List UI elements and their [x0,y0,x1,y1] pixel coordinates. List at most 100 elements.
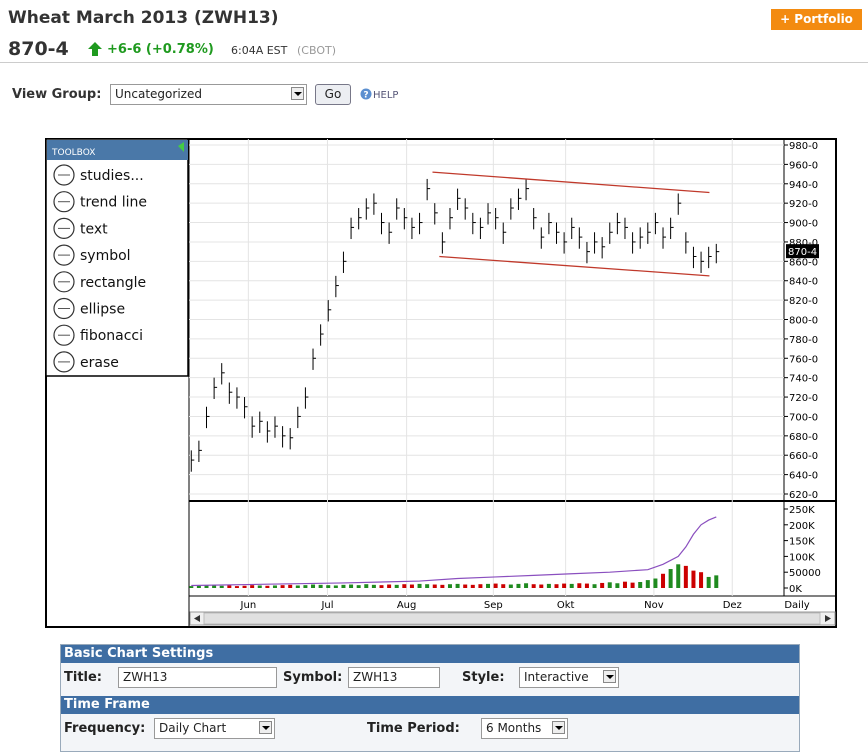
help-link[interactable]: HELP [373,90,399,101]
help-icon[interactable]: ? [360,88,372,100]
volume-bar [341,584,346,588]
volume-bar [447,584,452,588]
tool-item: ellipse [80,302,125,318]
x-tick-label: Nov [644,600,664,611]
tool-item: erase [80,355,119,371]
volume-bar [714,575,719,588]
x-tick-label: Jul [320,600,333,611]
volume-bar [364,584,369,588]
field-label: Title: [64,670,103,685]
y-tick-label: 760-0 [789,354,818,365]
last-price-label: 870-4 [788,247,817,258]
volume-bar [622,581,627,588]
volume-bar [493,583,498,588]
section-header: Basic Chart Settings [61,645,799,663]
volume-bar [394,584,399,588]
last-price-box [786,244,819,259]
volume-bar [463,584,468,588]
collapse-icon [178,142,184,152]
symbol-input[interactable]: ZWH13 [348,667,440,688]
volume-bar [524,583,529,588]
volume-bar [630,582,635,588]
volume-bar [592,584,597,588]
volume-bar [356,585,361,588]
volume-bar [409,584,414,588]
volume-bar [508,584,513,588]
volume-bar [501,584,506,588]
y-tick-label: 920-0 [789,199,818,210]
volume-bar [638,581,643,588]
up-arrow [88,42,102,56]
trend-line [439,255,710,277]
frequency-value: Daily Chart [159,721,227,735]
volume-bar [569,583,574,588]
portfolio-button[interactable]: + Portfolio [771,9,862,30]
go-button[interactable]: Go [315,84,351,105]
y-tick-label: 150K [789,537,815,548]
volume-bar [516,583,521,588]
open-interest-line [191,516,717,587]
tool-item: trend line [80,195,147,211]
y-tick-label: 50000 [789,568,821,579]
tool-item: studies... [80,168,144,184]
field-label: Time Period: [367,721,460,736]
volume-bar [531,584,536,588]
y-tick-label: 680-0 [789,432,818,443]
x-tick-label: Aug [397,600,417,611]
y-tick-label: 740-0 [789,374,818,385]
y-tick-label: 660-0 [789,451,818,462]
volume-bar [470,584,475,588]
volume-bar [349,584,354,588]
volume-bar [242,585,247,588]
selected-group: Uncategorized [115,87,202,101]
price-change: +6-6 (+0.78%) [107,42,214,57]
view-group-label: View Group: [12,87,102,102]
volume-bar [265,585,270,588]
toolbox-title: TOOLBOX [51,148,95,158]
view-group-select[interactable]: Uncategorized [110,84,307,105]
exchange: (CBOT) [297,44,336,57]
volume-bar [562,583,567,588]
volume-bar [212,585,217,588]
volume-bar [417,583,422,588]
y-tick-label: 780-0 [789,335,818,346]
volume-bar [219,585,224,588]
volume-bar [387,584,392,588]
scroll-left [194,615,200,622]
volume-bar [455,583,460,588]
y-tick-label: 820-0 [789,296,818,307]
volume-bar [432,584,437,588]
volume-bar [311,584,316,588]
y-tick-label: 840-0 [789,277,818,288]
frequency-select[interactable]: Daily Chart [154,718,275,739]
y-tick-label: 640-0 [789,471,818,482]
period-select[interactable]: 6 Months [481,718,568,739]
volume-bar [478,584,483,588]
volume-bar [189,586,194,588]
volume-bar [196,585,201,588]
volume-bar [554,584,559,588]
y-tick-label: 980-0 [789,141,818,152]
volume-bar [600,582,605,588]
volume-bar [668,569,673,588]
divider [0,62,868,63]
y-tick-label: 880-0 [789,238,818,249]
volume-bar [577,583,582,588]
volume-bar [227,585,232,588]
x-tick-label: Dez [723,600,742,611]
y-tick-label: 100K [789,552,815,563]
tool-item: rectangle [80,275,146,291]
volume-bar [425,584,430,588]
volume-bar [272,585,277,588]
volume-bar [288,584,293,588]
tool-item: text [80,221,108,237]
section-header: Time Frame [61,696,799,714]
chart-area: TOOLBOX studies... trend line text symbol rec… [45,138,837,628]
volume-bar [584,583,589,588]
title-input[interactable]: ZWH13 [118,667,277,688]
x-tick-label: Jun [240,600,257,611]
toolbox-header [47,140,188,160]
field-label: Symbol: [283,670,343,685]
style-select[interactable]: Interactive [519,667,619,688]
